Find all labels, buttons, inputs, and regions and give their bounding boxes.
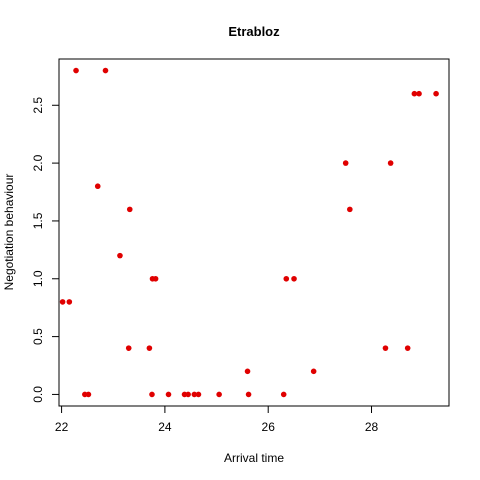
data-point	[404, 345, 411, 351]
data-point	[342, 160, 349, 166]
data-point	[73, 67, 79, 74]
data-point	[387, 160, 394, 166]
plot-frame	[58, 58, 450, 407]
data-point	[244, 368, 251, 375]
x-axis: 22 24 26 28	[55, 405, 379, 434]
x-tick-label: 26	[262, 420, 276, 434]
data-point	[310, 368, 317, 375]
y-tick-label: 2.5	[31, 97, 45, 114]
data-point	[245, 391, 252, 398]
data-point	[146, 345, 153, 351]
data-point	[102, 67, 109, 74]
data-point	[195, 391, 202, 398]
data-point	[433, 90, 439, 97]
data-point	[185, 391, 191, 398]
y-tick-label: 0.0	[31, 386, 45, 403]
data-point	[411, 90, 418, 97]
data-point	[149, 391, 155, 398]
data-point	[66, 299, 73, 305]
data-point	[126, 206, 133, 213]
data-point	[347, 206, 353, 213]
y-tick-label: 2.0	[31, 154, 45, 171]
y-axis: 0.0 0.5 1.0 1.5 2.0 2.5	[31, 97, 60, 403]
data-point	[280, 391, 287, 398]
data-point	[216, 391, 222, 398]
data-point	[291, 275, 297, 282]
data-point	[125, 345, 132, 351]
data-point	[85, 391, 92, 398]
chart-title: Etrabloz	[228, 24, 280, 39]
data-point	[94, 183, 101, 190]
y-tick-label: 1.5	[31, 212, 45, 229]
x-tick-label: 22	[55, 420, 69, 434]
data-point	[59, 299, 66, 305]
x-tick-label: 28	[365, 420, 379, 434]
data-point	[152, 275, 159, 282]
data-point	[165, 391, 172, 398]
y-tick-label: 1.0	[31, 270, 45, 287]
y-axis-label: Negotiation behaviour	[2, 174, 16, 291]
x-tick-label: 24	[158, 420, 172, 434]
data-point	[117, 252, 123, 259]
y-tick-label: 0.5	[31, 328, 45, 345]
data-point	[416, 90, 422, 97]
x-axis-label: Arrival time	[224, 451, 284, 465]
data-points	[59, 67, 439, 398]
data-point	[191, 391, 198, 398]
data-point	[382, 345, 389, 351]
data-point	[283, 275, 290, 282]
